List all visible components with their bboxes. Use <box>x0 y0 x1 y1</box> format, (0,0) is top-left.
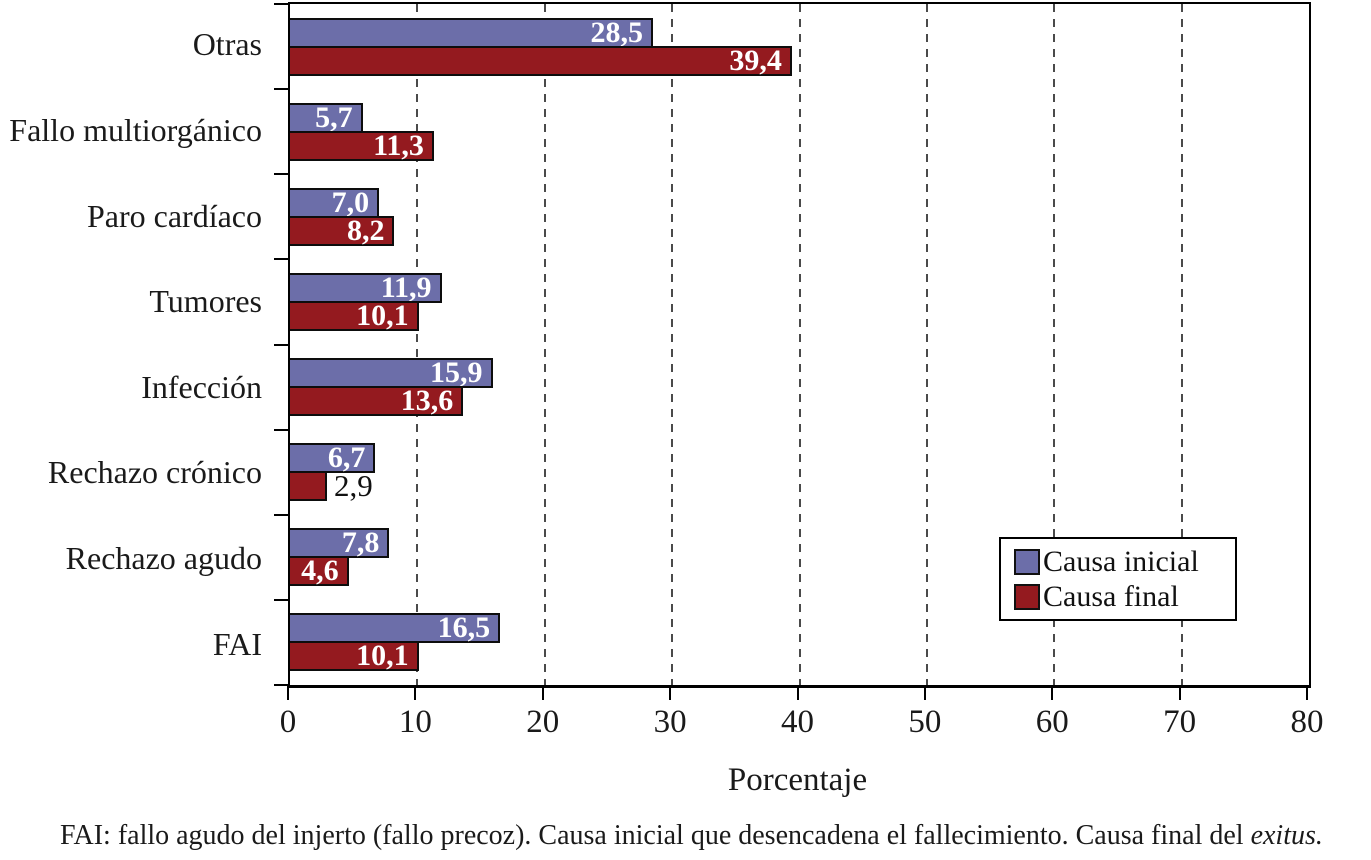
value-label: 8,2 <box>346 213 385 247</box>
y-tick <box>274 88 290 91</box>
value-label: 5,7 <box>315 100 353 134</box>
x-tick <box>541 686 544 700</box>
value-label: 4,6 <box>301 554 339 588</box>
x-tick <box>414 686 417 700</box>
legend-label: Causa final <box>1043 579 1179 613</box>
bar-group-1: 5,7 11,3 <box>290 89 1309 174</box>
y-tick <box>274 684 290 686</box>
final-cause-bar: 4,6 <box>290 554 349 588</box>
category-label: Paro cardíaco <box>86 197 262 234</box>
x-tick <box>1051 686 1054 700</box>
value-label: 6,7 <box>327 441 366 475</box>
x-tick-label: 0 <box>279 704 297 740</box>
y-tick <box>274 343 290 346</box>
y-tick <box>274 258 290 261</box>
legend-entry: Causa inicial <box>1014 544 1235 578</box>
gridline <box>416 4 419 685</box>
final-cause-bar: 2,9 <box>290 468 373 503</box>
footnote-text: FAI: fallo agudo del injerto (fallo prec… <box>60 820 1251 851</box>
final-cause-bar: 11,3 <box>290 128 434 162</box>
final-cause-bar: 10,1 <box>290 639 419 673</box>
category-label: Infección <box>141 368 262 405</box>
x-tick-label: 10 <box>398 704 432 740</box>
bar-group-7: 16,5 10,1 <box>290 600 1309 685</box>
category-label: FAI <box>212 625 262 662</box>
y-tick <box>274 3 290 5</box>
value-label: 15,9 <box>430 356 483 390</box>
legend-entry: Causa final <box>1014 579 1235 613</box>
x-tick <box>669 686 672 700</box>
initial-cause-bar: 11,9 <box>290 270 442 304</box>
category-label: Rechazo crónico <box>47 454 262 491</box>
value-label: 7,8 <box>341 526 380 560</box>
bar-group-5: 6,7 2,9 <box>290 430 1309 515</box>
category-label: Rechazo agudo <box>65 540 262 577</box>
x-tick-label: 60 <box>1035 704 1069 740</box>
x-tick <box>1178 686 1181 700</box>
gridline <box>543 4 546 685</box>
initial-cause-bar: 28,5 <box>290 15 654 49</box>
legend-swatch-icon <box>1014 583 1040 610</box>
value-label: 10,1 <box>356 639 409 673</box>
x-tick-label: 70 <box>1163 704 1197 740</box>
initial-cause-bar: 15,9 <box>290 356 493 390</box>
y-tick <box>274 513 290 516</box>
value-label: 13,6 <box>400 384 454 418</box>
category-axis: Otras Fallo multiorgánico Paro cardíaco Tum… <box>0 2 262 687</box>
value-label: 11,9 <box>380 270 432 304</box>
y-tick <box>274 428 290 431</box>
x-tick <box>1306 686 1308 700</box>
initial-cause-bar: 5,7 <box>290 100 363 134</box>
category-label: Otras <box>192 26 262 63</box>
x-tick-label: 30 <box>653 704 687 740</box>
bar-group-0: 28,5 39,4 <box>290 4 1309 89</box>
gridline <box>1053 4 1056 685</box>
gridline <box>1180 4 1183 685</box>
x-tick-label: 20 <box>526 704 560 740</box>
bar-group-4: 15,9 13,6 <box>290 345 1309 430</box>
gridline <box>671 4 674 685</box>
x-tick <box>796 686 799 700</box>
x-tick <box>287 686 289 700</box>
legend-label: Causa inicial <box>1043 544 1199 578</box>
x-tick-label: 50 <box>908 704 942 740</box>
gridline <box>798 4 801 685</box>
category-label: Fallo multiorgánico <box>9 111 262 148</box>
final-cause-bar: 8,2 <box>290 213 395 247</box>
value-label: 10,1 <box>356 298 409 332</box>
plot-area: 28,5 39,4 5,7 11,3 7,0 8,2 11,9 10,1 15,9 13,6 6,7… <box>274 2 1311 688</box>
footnote-italic-text: exitus. <box>1250 820 1323 851</box>
bar-rows: 28,5 39,4 5,7 11,3 7,0 8,2 11,9 10,1 15,9 13,6 6,7… <box>290 4 1309 685</box>
value-label: 7,0 <box>331 185 370 219</box>
legend: Causa inicial Causa final <box>999 537 1237 621</box>
bar-group-3: 11,9 10,1 <box>290 259 1309 344</box>
final-cause-bar: 39,4 <box>290 43 792 77</box>
y-tick <box>274 598 290 601</box>
gridline <box>925 4 928 685</box>
bar-group-6: 7,8 4,6 <box>290 515 1309 600</box>
legend-swatch-icon <box>1014 548 1040 575</box>
value-label: 16,5 <box>437 611 491 645</box>
value-label: 11,3 <box>373 128 424 162</box>
y-tick <box>274 173 290 176</box>
x-tick-label: 80 <box>1290 704 1324 740</box>
value-label: 2,9 <box>333 468 373 504</box>
x-axis-title: Porcentaje <box>727 762 868 798</box>
x-tick-label: 40 <box>781 704 814 740</box>
value-label: 28,5 <box>590 15 644 49</box>
initial-cause-bar: 6,7 <box>290 441 376 475</box>
x-tick <box>923 686 926 700</box>
final-cause-bar: 10,1 <box>290 298 419 332</box>
final-cause-bar: 13,6 <box>290 384 464 418</box>
bar-group-2: 7,0 8,2 <box>290 174 1309 259</box>
value-label: 39,4 <box>729 43 782 77</box>
footnote: FAI: fallo agudo del injerto (fallo prec… <box>60 820 1371 852</box>
category-label: Tumores <box>149 283 262 320</box>
initial-cause-bar: 7,0 <box>290 185 380 219</box>
